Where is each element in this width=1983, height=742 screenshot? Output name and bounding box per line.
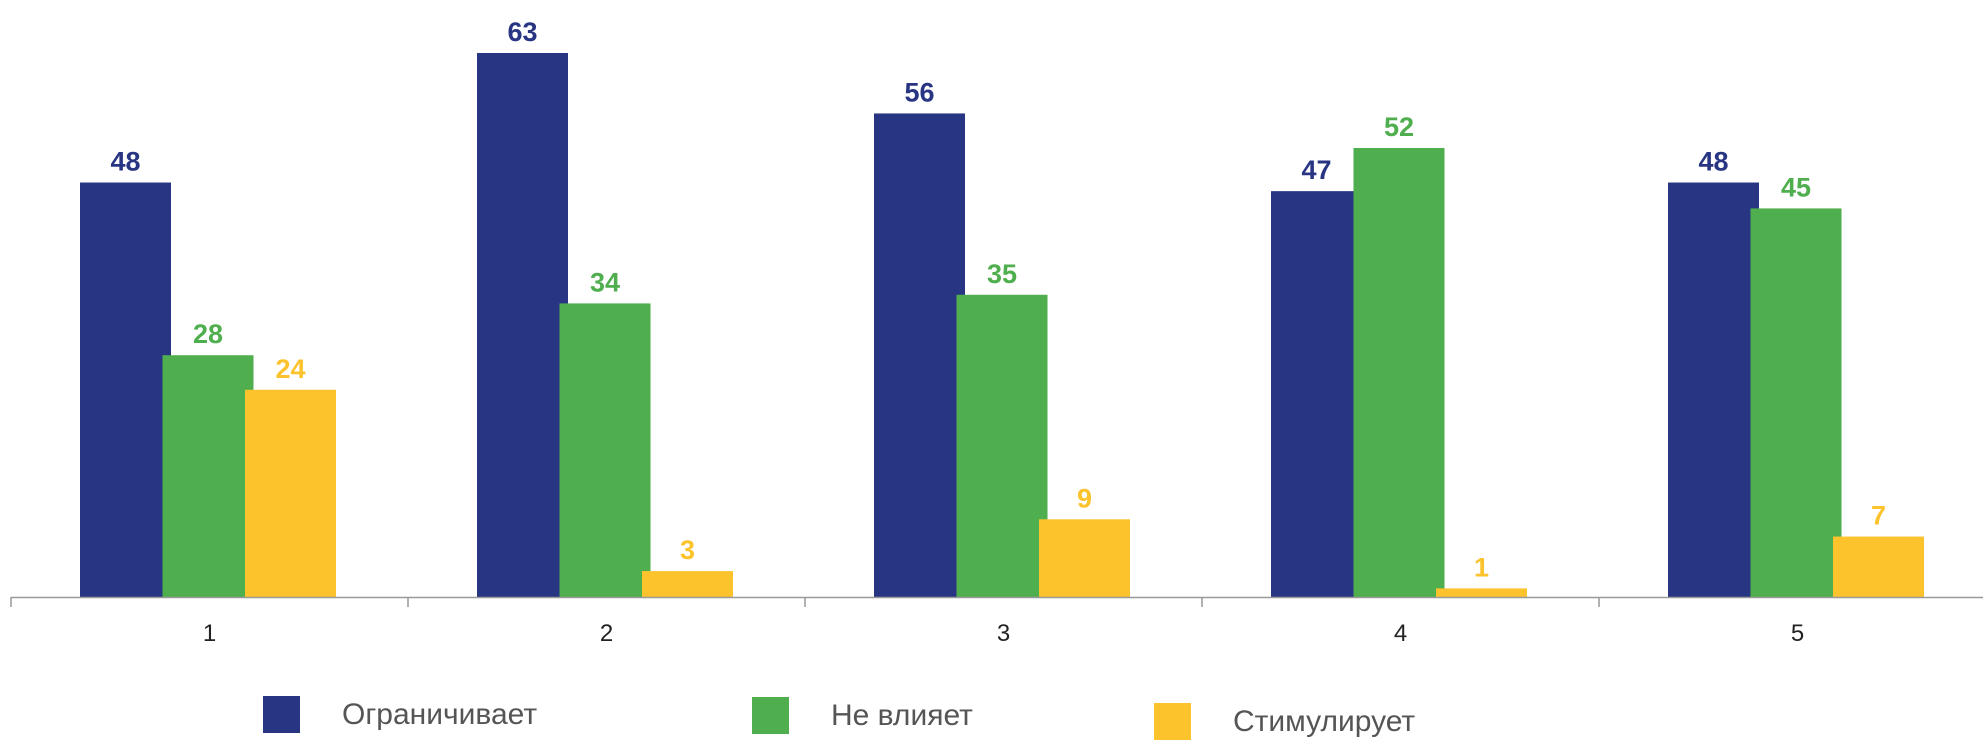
- legend-item-1: Не влияет: [752, 697, 973, 734]
- data-label-2-5: 7: [1871, 501, 1886, 531]
- data-label-2-3: 9: [1077, 483, 1092, 513]
- bar-0-3: [874, 113, 965, 597]
- data-label-2-2: 3: [680, 535, 695, 565]
- bar-2-5: [1833, 536, 1924, 597]
- bar-2-1: [245, 389, 336, 597]
- data-label-0-1: 48: [110, 147, 140, 177]
- data-labels-group: 48 28 24 63 34 3 56 35 9 47 52 1 48 45 7: [110, 17, 1886, 582]
- x-tick-label-2: 2: [600, 620, 613, 647]
- data-label-1-4: 52: [1384, 112, 1414, 142]
- bar-1-4: [1353, 147, 1445, 598]
- data-label-0-5: 48: [1698, 147, 1728, 177]
- bar-2-2: [642, 571, 733, 597]
- x-tick-label-1: 1: [203, 620, 216, 647]
- bar-2-4: [1436, 588, 1527, 597]
- legend-item-0: Ограничивает: [263, 696, 537, 733]
- data-label-1-2: 34: [590, 267, 620, 297]
- x-tick-label-4: 4: [1394, 620, 1407, 647]
- legend-swatch-0: [263, 696, 300, 733]
- bar-1-5: [1750, 208, 1842, 598]
- bars-group: [80, 52, 1924, 598]
- data-label-2-4: 1: [1474, 552, 1489, 582]
- data-label-1-1: 28: [193, 319, 223, 349]
- data-label-1-5: 45: [1781, 172, 1811, 202]
- bar-1-1: [162, 355, 254, 597]
- bar-0-5: [1668, 182, 1759, 597]
- data-label-1-3: 35: [987, 259, 1017, 289]
- bar-1-2: [559, 303, 651, 597]
- legend: Ограничивает Не влияет Стимулирует: [0, 690, 1983, 742]
- data-label-0-2: 63: [507, 17, 537, 47]
- x-tick-label-3: 3: [997, 620, 1010, 647]
- legend-label-0: Ограничивает: [342, 697, 538, 731]
- data-label-0-3: 56: [904, 77, 934, 107]
- bar-1-3: [956, 294, 1048, 597]
- legend-label-2: Стимулирует: [1233, 704, 1416, 738]
- legend-swatch-2: [1154, 703, 1191, 740]
- legend-swatch-1: [752, 697, 789, 734]
- data-label-2-1: 24: [275, 354, 305, 384]
- bar-0-1: [80, 182, 171, 597]
- bar-0-2: [477, 52, 568, 598]
- legend-item-2: Стимулирует: [1154, 703, 1415, 740]
- bar-0-4: [1271, 191, 1362, 597]
- x-tick-label-5: 5: [1791, 620, 1804, 647]
- x-axis-ticks: [10, 597, 1600, 607]
- bar-2-3: [1039, 519, 1130, 597]
- legend-label-1: Не влияет: [831, 698, 973, 732]
- x-axis-tick-labels: 1 2 3 4 5: [203, 620, 1804, 647]
- data-label-0-4: 47: [1301, 155, 1331, 185]
